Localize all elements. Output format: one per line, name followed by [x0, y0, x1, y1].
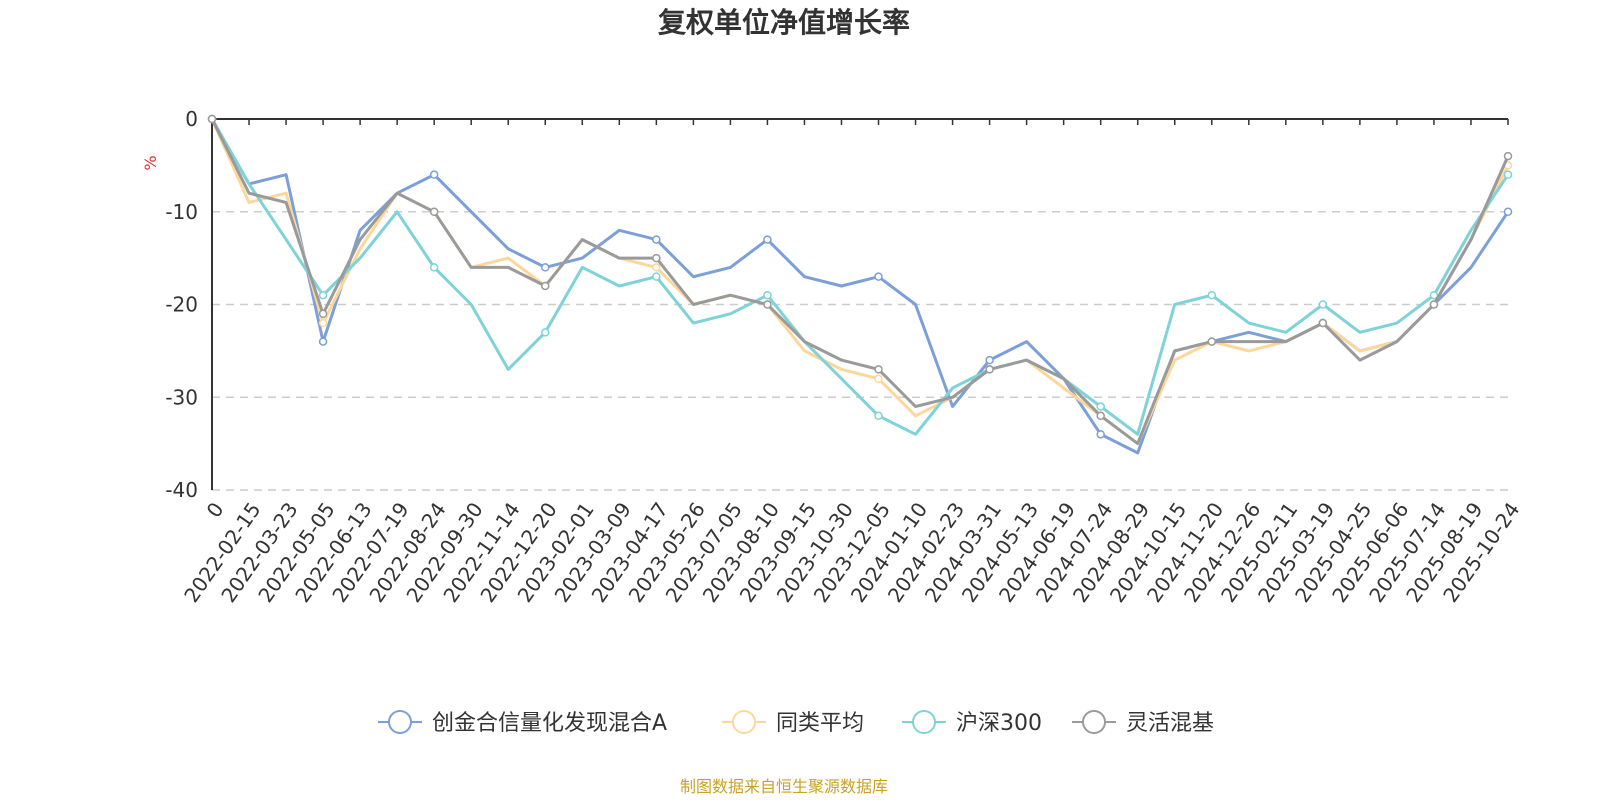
- data-point: [1207, 290, 1217, 300]
- data-point: [318, 318, 328, 328]
- data-point: [1503, 207, 1513, 216]
- data-point: [541, 328, 550, 337]
- legend-label: 创金合信量化发现混合A: [432, 711, 667, 736]
- data-point: [1503, 170, 1513, 179]
- data-point: [985, 365, 994, 374]
- legend-label: 同类平均: [776, 711, 864, 736]
- data-point: [541, 281, 550, 291]
- data-point: [652, 235, 661, 244]
- data-point: [429, 170, 439, 179]
- series-line: [210, 118, 1510, 446]
- y-tick-labels: 0 -10 -20 -30 -40: [165, 107, 198, 502]
- data-point: [1207, 337, 1217, 346]
- legend[interactable]: 创金合信量化发现混合A 同类平均 沪深300 灵活混基: [378, 710, 1214, 736]
- data-point: [652, 263, 661, 272]
- data-point: [874, 365, 883, 374]
- data-point: [763, 235, 772, 244]
- legend-item[interactable]: 灵活混基: [1072, 710, 1214, 736]
- data-point: [541, 263, 550, 272]
- series-0: [207, 114, 1513, 455]
- y-tick-label: -40: [165, 478, 198, 502]
- legend-item[interactable]: 创金合信量化发现混合A: [378, 710, 667, 736]
- data-point: [763, 300, 772, 309]
- data-point: [874, 272, 883, 281]
- data-point: [207, 114, 217, 124]
- data-point: [652, 272, 661, 281]
- series-1: [207, 114, 1513, 446]
- legend-label: 沪深300: [956, 711, 1042, 736]
- data-point: [763, 290, 772, 300]
- series-2: [207, 114, 1513, 436]
- data-point: [429, 263, 439, 272]
- data-point: [318, 309, 328, 319]
- legend-marker-icon: [1082, 710, 1106, 734]
- y-tick-label: 0: [185, 107, 198, 131]
- data-point: [1429, 290, 1439, 300]
- legend-item[interactable]: 沪深300: [902, 710, 1042, 736]
- series-line: [210, 118, 1510, 455]
- data-point: [429, 207, 439, 216]
- legend-marker-icon: [912, 710, 936, 734]
- data-point: [874, 411, 883, 421]
- data-point: [652, 253, 661, 263]
- data-point: [985, 355, 994, 365]
- data-point: [318, 337, 328, 346]
- chart-title: 复权单位净值增长率: [658, 6, 910, 39]
- legend-marker-icon: [388, 710, 412, 734]
- data-point: [1096, 430, 1105, 439]
- data-point: [1096, 411, 1105, 421]
- data-point: [1318, 300, 1328, 309]
- data-point: [874, 374, 883, 383]
- y-tick-label: -20: [165, 293, 198, 317]
- data-point: [1318, 318, 1328, 328]
- series-line: [210, 118, 1510, 436]
- axes: [211, 118, 1509, 490]
- x-tick-labels: 02022-02-152022-03-232022-05-052022-06-1…: [179, 498, 1524, 607]
- data-point: [1096, 402, 1105, 411]
- series-3: [207, 114, 1513, 446]
- legend-marker-icon: [732, 710, 756, 734]
- y-axis-unit: %: [141, 155, 160, 170]
- series-lines: [207, 114, 1513, 455]
- data-point: [1503, 151, 1513, 161]
- legend-label: 灵活混基: [1126, 711, 1214, 736]
- gridlines: [212, 211, 1508, 491]
- x-tick-label: 0: [202, 498, 229, 522]
- legend-item[interactable]: 同类平均: [722, 710, 864, 736]
- y-tick-label: -10: [165, 200, 198, 224]
- data-point: [1429, 300, 1439, 309]
- data-point: [318, 290, 328, 300]
- y-tick-label: -30: [165, 385, 198, 409]
- data-source-note: 制图数据来自恒生聚源数据库: [680, 777, 888, 796]
